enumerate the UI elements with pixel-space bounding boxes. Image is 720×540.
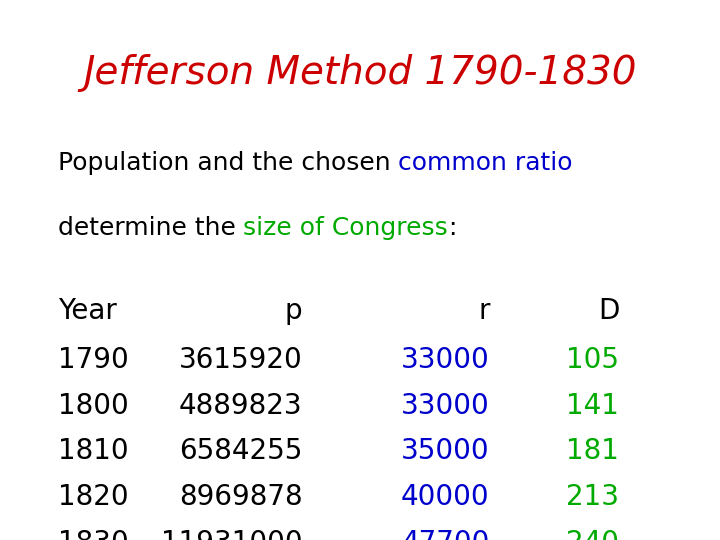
Text: 213: 213: [566, 483, 619, 511]
Text: 3615920: 3615920: [179, 346, 302, 374]
Text: size of Congress: size of Congress: [243, 216, 449, 240]
Text: 35000: 35000: [401, 437, 490, 465]
Text: 11931000: 11931000: [161, 529, 302, 540]
Text: 1820: 1820: [58, 483, 128, 511]
Text: 240: 240: [566, 529, 619, 540]
Text: r: r: [478, 297, 490, 325]
Text: 40000: 40000: [401, 483, 490, 511]
Text: 141: 141: [567, 392, 619, 420]
Text: D: D: [598, 297, 619, 325]
Text: 1800: 1800: [58, 392, 128, 420]
Text: 6584255: 6584255: [179, 437, 302, 465]
Text: 1790: 1790: [58, 346, 128, 374]
Text: p: p: [285, 297, 302, 325]
Text: 1810: 1810: [58, 437, 128, 465]
Text: 33000: 33000: [401, 346, 490, 374]
Text: :: :: [449, 216, 456, 240]
Text: 181: 181: [567, 437, 619, 465]
Text: common ratio: common ratio: [398, 151, 572, 175]
Text: Jefferson Method 1790-1830: Jefferson Method 1790-1830: [84, 54, 636, 92]
Text: Year: Year: [58, 297, 117, 325]
Text: 33000: 33000: [401, 392, 490, 420]
Text: determine the: determine the: [58, 216, 243, 240]
Text: 105: 105: [566, 346, 619, 374]
Text: 8969878: 8969878: [179, 483, 302, 511]
Text: 47700: 47700: [401, 529, 490, 540]
Text: 4889823: 4889823: [179, 392, 302, 420]
Text: 1830: 1830: [58, 529, 128, 540]
Text: Population and the chosen: Population and the chosen: [58, 151, 398, 175]
